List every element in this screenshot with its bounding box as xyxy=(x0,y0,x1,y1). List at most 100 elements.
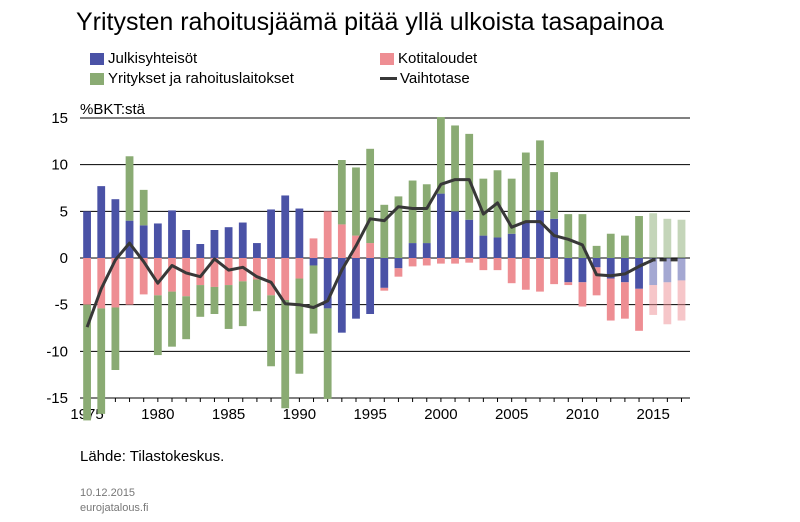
bar-segment xyxy=(564,214,573,258)
source-note: Lähde: Tilastokeskus. xyxy=(80,448,225,465)
line-vaihtotase xyxy=(85,178,654,328)
bar-segment xyxy=(564,282,573,286)
bar-segment xyxy=(111,199,120,258)
bar-segment xyxy=(592,245,601,258)
bar-segment xyxy=(578,214,587,258)
x-tick-label: 2015 xyxy=(637,406,670,423)
bar-segment xyxy=(168,291,176,347)
bar-segment xyxy=(139,189,148,226)
bar-segment xyxy=(578,258,587,283)
bar-segment xyxy=(182,230,191,258)
bar-segment xyxy=(267,258,275,296)
bar-segment xyxy=(677,258,686,281)
bar-segment xyxy=(663,282,672,325)
bar-segment xyxy=(125,258,134,305)
bar-segment xyxy=(507,178,516,234)
bar-segment xyxy=(295,258,304,279)
bar-segment xyxy=(196,285,205,317)
bar-segment xyxy=(422,258,431,266)
bar-segment xyxy=(521,152,530,223)
bar-segment xyxy=(380,258,389,288)
bar-segment xyxy=(550,258,559,285)
bar-segment xyxy=(267,295,275,367)
bar-segment xyxy=(606,233,615,258)
bar-segment xyxy=(465,258,474,263)
bar-segment xyxy=(578,282,587,307)
bar-segment xyxy=(337,160,346,225)
bar-segment xyxy=(408,180,417,244)
bar-segment xyxy=(451,125,459,212)
bar-segment xyxy=(196,258,205,286)
bar-segment xyxy=(253,243,261,258)
bar-segment xyxy=(507,233,516,258)
y-tick-label: -5 xyxy=(55,297,68,314)
bar-segment xyxy=(111,258,120,308)
y-tick-label: 10 xyxy=(51,157,68,174)
bar-segment xyxy=(437,117,445,194)
y-tick-label: 5 xyxy=(60,203,68,220)
bar-segment xyxy=(394,268,403,277)
bar-segment xyxy=(465,133,474,220)
bar-segment xyxy=(309,258,318,266)
bar-segment xyxy=(564,258,573,283)
bar-segment xyxy=(493,258,502,271)
bar-segment xyxy=(323,211,332,258)
bar-segment xyxy=(592,267,601,296)
bar-segment xyxy=(309,265,318,334)
bar-segment xyxy=(479,178,488,236)
bar-segment xyxy=(153,295,162,356)
bar-segment xyxy=(97,186,106,258)
bar-segment xyxy=(394,258,403,269)
bar-segment xyxy=(649,213,658,258)
bar-segment xyxy=(253,258,261,280)
bar-segment xyxy=(536,258,544,292)
bar-segment xyxy=(337,224,346,258)
legend-label: Kotitaloudet xyxy=(398,50,478,67)
x-tick-label: 2000 xyxy=(424,406,457,423)
bar-segment xyxy=(550,218,559,258)
bar-segment xyxy=(97,308,106,414)
legend-swatch xyxy=(90,52,104,65)
bar-segment xyxy=(422,184,431,244)
bar-segment xyxy=(309,238,318,258)
bar-segment xyxy=(394,196,403,258)
bar-segment xyxy=(352,167,360,236)
bar-segment xyxy=(238,222,247,258)
bar-segment xyxy=(380,204,389,258)
y-tick-label: 0 xyxy=(60,250,68,267)
bar-segment xyxy=(635,288,643,331)
bar-segment xyxy=(83,304,91,421)
bar-segment xyxy=(366,243,375,258)
bar-segment xyxy=(649,258,658,286)
bar-segment xyxy=(337,258,346,333)
bar-segment xyxy=(408,243,417,258)
bar-segment xyxy=(224,285,233,329)
x-tick-label: 2010 xyxy=(566,406,599,423)
legend-item-vaihtotase: Vaihtotase xyxy=(380,70,470,87)
bar-segment xyxy=(281,258,290,300)
bar-segment xyxy=(521,222,530,258)
legend-item-yritykset: Yritykset ja rahoituslaitokset xyxy=(90,70,294,87)
bar-segment xyxy=(437,193,445,258)
chart-title: Yritysten rahoitusjäämä pitää yllä ulkoi… xyxy=(76,8,664,36)
bar-segment xyxy=(295,208,304,258)
x-tick-label: 1995 xyxy=(353,406,386,423)
bar-segment xyxy=(507,258,516,284)
bar-segment xyxy=(437,258,445,264)
bar-segment xyxy=(380,287,389,291)
y-axis-unit: %BKT:stä xyxy=(80,101,146,118)
bar-segment xyxy=(83,211,91,258)
bar-segment xyxy=(125,156,134,221)
bar-segment xyxy=(366,148,375,244)
bar-segment xyxy=(621,282,629,319)
y-tick-label: 15 xyxy=(51,110,68,127)
bar-segment xyxy=(238,258,247,282)
legend-swatch xyxy=(90,72,104,85)
bar-segment xyxy=(196,244,205,258)
bar-segment xyxy=(521,258,530,290)
y-tick-label: -10 xyxy=(46,343,68,360)
bar-segment xyxy=(606,278,615,321)
bar-segment xyxy=(168,258,176,292)
bar-segment xyxy=(323,258,332,309)
